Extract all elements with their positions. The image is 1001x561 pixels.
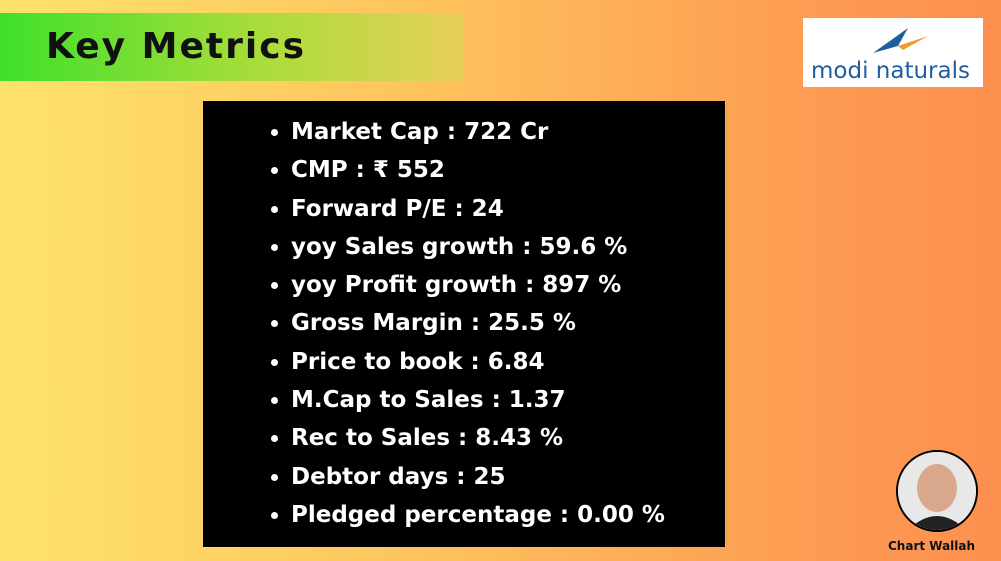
title: Key Metrics (46, 26, 306, 67)
brand: Chart Wallah (888, 539, 976, 553)
logo: modi naturals (803, 18, 983, 87)
logo-graphic (873, 28, 928, 53)
title-bar (0, 13, 463, 81)
metric-item: CMP : ₹ 552 (291, 151, 725, 189)
metric-item: Market Cap : 722 Cr (291, 113, 725, 151)
metric-item: Forward P/E : 24 (291, 190, 725, 228)
logo-text: modi naturals (811, 58, 970, 84)
metric-item: Gross Margin : 25.5 % (291, 304, 725, 342)
metric-item: yoy Profit growth : 897 % (291, 266, 725, 304)
metric-item: Price to book : 6.84 (291, 343, 725, 381)
metric-item: Rec to Sales : 8.43 % (291, 419, 725, 457)
metric-item: Debtor days : 25 (291, 458, 725, 496)
avatar (896, 450, 978, 532)
metrics-list: Market Cap : 722 CrCMP : ₹ 552Forward P/… (203, 101, 725, 534)
metric-item: M.Cap to Sales : 1.37 (291, 381, 725, 419)
metric-item: yoy Sales growth : 59.6 % (291, 228, 725, 266)
avatar-graphic (898, 452, 976, 530)
metric-item: Pledged percentage : 0.00 % (291, 496, 725, 534)
metrics-box: Market Cap : 722 CrCMP : ₹ 552Forward P/… (203, 101, 725, 547)
